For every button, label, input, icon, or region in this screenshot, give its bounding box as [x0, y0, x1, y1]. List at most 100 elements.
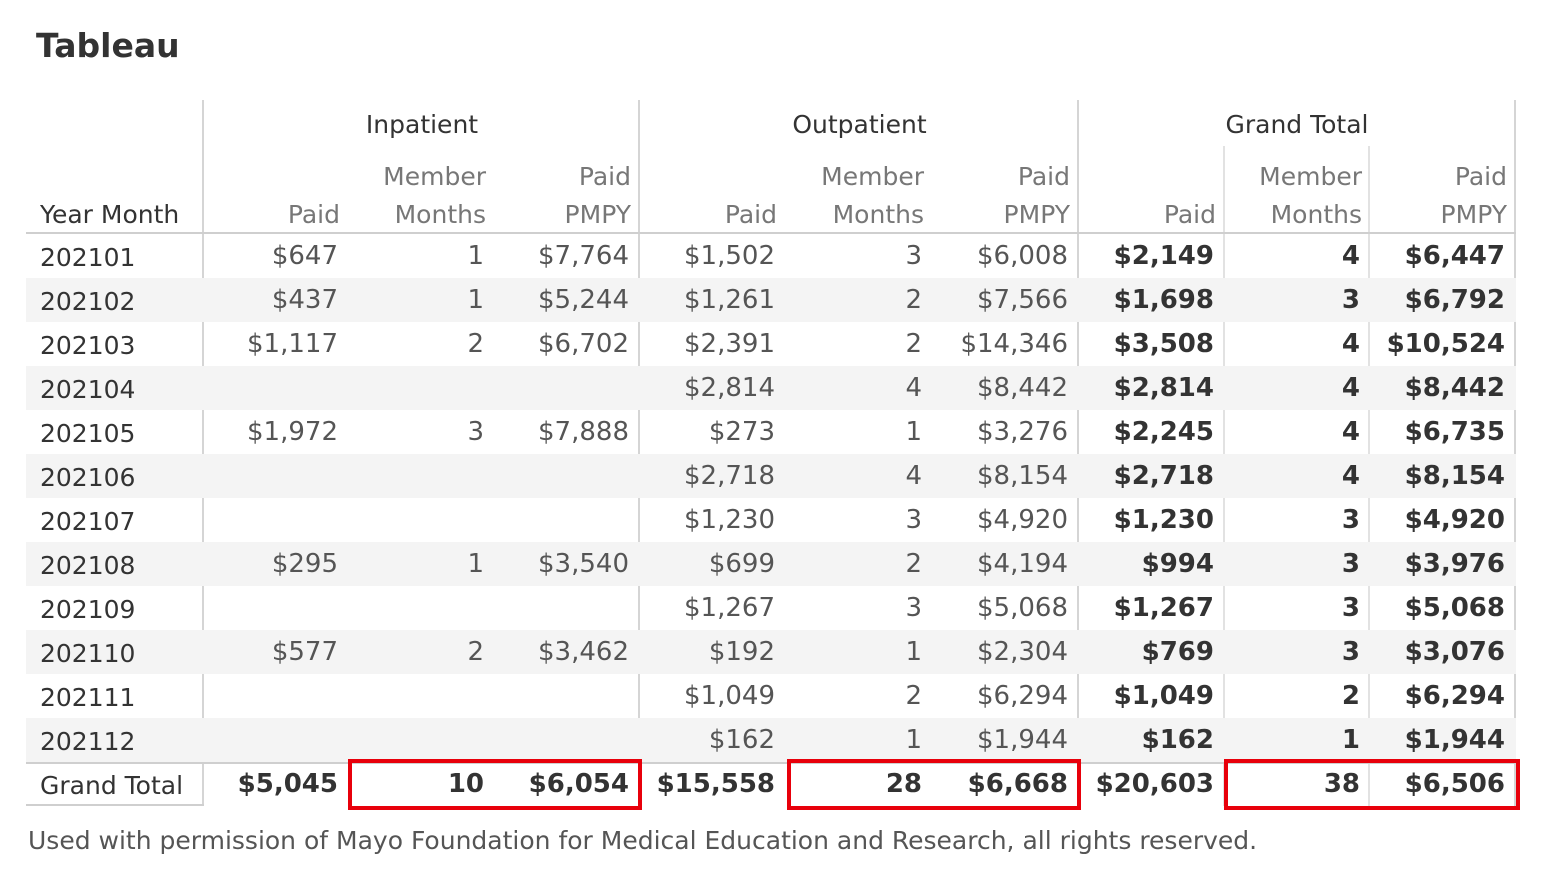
grand-total-paid-pmpy-cell: $6,447 — [1404, 241, 1505, 271]
divider-inpatient — [638, 100, 640, 806]
outpatient-paid-pmpy-cell: $6,008 — [977, 241, 1068, 271]
table-row: 202107 $1,230 3 $4,920 $1,230 3 $4,920 — [26, 498, 1516, 542]
grand-total-paid-pmpy-cell: $3,976 — [1404, 549, 1505, 579]
table-row: 202101 $647 1 $7,764 $1,502 3 $6,008 $2,149 4 $6,… — [26, 234, 1516, 278]
table-row: 202105 $1,972 3 $7,888 $273 1 $3,276 $2,245 4 $6,… — [26, 410, 1516, 454]
inpatient-member-months-cell — [344, 674, 484, 718]
grand-total-paid-header-line2: Paid — [1163, 200, 1216, 229]
inpatient-paid-pmpy-cell: $6,702 — [538, 329, 629, 359]
inpatient-paid-pmpy-cell: $3,540 — [538, 549, 629, 579]
outpatient-member-months-cell: 2 — [905, 549, 922, 579]
grand-total-member-months-cell: 4 — [1341, 373, 1360, 403]
outpatient-member-months-cell: 3 — [905, 505, 922, 535]
footer-credit: Used with permission of Mayo Foundation … — [28, 826, 1258, 855]
grand-total-paid-cell: $2,814 — [1113, 373, 1214, 403]
outpatient-paid-pmpy-cell: $5,068 — [977, 593, 1068, 623]
inpatient-paid-cell: $1,972 — [247, 417, 338, 447]
inpatient-paid-pmpy-cell: $7,764 — [538, 241, 629, 271]
outpatient-member-months-cell: 4 — [905, 373, 922, 403]
inpatient-paid-cell — [198, 674, 338, 718]
outpatient-member-months-cell: 2 — [905, 329, 922, 359]
grand-total-member-months-header-line1: Member — [1259, 162, 1362, 191]
outpatient-paid-cell: $2,814 — [684, 373, 775, 403]
inpatient-paid-cell — [198, 454, 338, 498]
inpatient-member-months-cell — [344, 366, 484, 410]
grand-total-member-months-cell: 3 — [1341, 505, 1360, 535]
divider-outpatient — [1077, 100, 1079, 806]
bottom-divider — [26, 804, 204, 806]
inpatient-paid-pmpy-cell — [489, 366, 629, 410]
grand-total-paid-cell: $1,267 — [1113, 593, 1214, 623]
grand-total-label: Grand Total — [40, 771, 184, 800]
table-row: 202102 $437 1 $5,244 $1,261 2 $7,566 $1,698 3 $6,… — [26, 278, 1516, 322]
outpatient-paid-cell: $192 — [708, 637, 775, 667]
inpatient-member-months-header-line2: Months — [394, 200, 486, 229]
inpatient-paid-cell: $295 — [271, 549, 338, 579]
grand-total-paid-cell: $162 — [1141, 725, 1214, 755]
divider-grand-total — [1514, 100, 1516, 806]
table-row: 202104 $2,814 4 $8,442 $2,814 4 $8,442 — [26, 366, 1516, 410]
grand-total-paid-cell: $20,603 — [1095, 769, 1214, 799]
header-divider — [26, 232, 1516, 234]
inpatient-paid-pmpy-cell: $7,888 — [538, 417, 629, 447]
outpatient-member-months-cell: 1 — [905, 637, 922, 667]
table-row: 202111 $1,049 2 $6,294 $1,049 2 $6,294 — [26, 674, 1516, 718]
outpatient-paid-cell: $162 — [708, 725, 775, 755]
group-header-outpatient: Outpatient — [792, 110, 927, 139]
outpatient-paid-pmpy-cell: $4,920 — [977, 505, 1068, 535]
grand-total-paid-pmpy-cell: $8,442 — [1404, 373, 1505, 403]
year-month-cell: 202112 — [40, 727, 136, 756]
inpatient-paid-cell: $647 — [271, 241, 338, 271]
year-month-cell: 202109 — [40, 595, 136, 624]
highlight-box-inpatient — [348, 759, 642, 810]
year-month-cell: 202110 — [40, 639, 136, 668]
outpatient-paid-cell: $1,261 — [684, 285, 775, 315]
grand-total-paid-pmpy-cell: $6,792 — [1404, 285, 1505, 315]
grand-total-paid-pmpy-cell: $6,735 — [1404, 417, 1505, 447]
outpatient-member-months-header-line2: Months — [832, 200, 924, 229]
row-header-year-month: Year Month — [40, 200, 180, 229]
year-month-cell: 202111 — [40, 683, 136, 712]
year-month-cell: 202108 — [40, 551, 136, 580]
grand-total-member-months-cell: 1 — [1341, 725, 1360, 755]
grand-total-paid-pmpy-cell: $10,524 — [1386, 329, 1505, 359]
inpatient-paid-cell — [198, 498, 338, 542]
grand-total-paid-pmpy-cell: $6,506 — [1404, 769, 1505, 799]
inpatient-member-months-cell: 10 — [447, 769, 484, 799]
inpatient-member-months-cell — [344, 498, 484, 542]
grand-total-row: Grand Total $5,045 10 $6,054 $15,558 28 $6,668… — [26, 762, 1516, 806]
outpatient-paid-cell: $2,718 — [684, 461, 775, 491]
grand-total-paid-cell: $2,149 — [1113, 241, 1214, 271]
highlight-box-outpatient — [787, 759, 1081, 810]
grand-total-paid-pmpy-cell: $4,920 — [1404, 505, 1505, 535]
inpatient-paid-cell — [198, 586, 338, 630]
table-row: 202108 $295 1 $3,540 $699 2 $4,194 $994 3 $3,976 — [26, 542, 1516, 586]
inpatient-paid-pmpy-cell — [489, 586, 629, 630]
table-row: 202109 $1,267 3 $5,068 $1,267 3 $5,068 — [26, 586, 1516, 630]
outpatient-paid-pmpy-cell: $2,304 — [977, 637, 1068, 667]
inpatient-paid-pmpy-cell — [489, 718, 629, 762]
grand-total-paid-cell: $2,718 — [1113, 461, 1214, 491]
outpatient-member-months-cell: 4 — [905, 461, 922, 491]
outpatient-paid-pmpy-cell: $8,154 — [977, 461, 1068, 491]
grand-total-paid-pmpy-cell: $3,076 — [1404, 637, 1505, 667]
grand-total-paid-cell: $994 — [1141, 549, 1214, 579]
year-month-cell: 202104 — [40, 375, 136, 404]
grand-total-member-months-header-line2: Months — [1270, 200, 1362, 229]
outpatient-paid-cell: $1,049 — [684, 681, 775, 711]
outpatient-paid-pmpy-cell: $4,194 — [977, 549, 1068, 579]
inpatient-member-months-cell: 2 — [467, 329, 484, 359]
grand-total-paid-pmpy-cell: $5,068 — [1404, 593, 1505, 623]
inpatient-member-months-cell: 1 — [467, 241, 484, 271]
inpatient-paid-header-line2: Paid — [287, 200, 340, 229]
table-row: 202110 $577 2 $3,462 $192 1 $2,304 $769 3 $3,076 — [26, 630, 1516, 674]
grand-total-member-months-cell: 38 — [1323, 769, 1360, 799]
inpatient-member-months-cell — [344, 454, 484, 498]
grand-total-paid-pmpy-cell: $1,944 — [1404, 725, 1505, 755]
page-title: Tableau — [36, 26, 180, 65]
highlight-box-grand-total — [1224, 759, 1520, 810]
inpatient-paid-cell: $1,117 — [247, 329, 338, 359]
inpatient-paid-pmpy-cell — [489, 498, 629, 542]
inpatient-member-months-cell: 3 — [467, 417, 484, 447]
inpatient-paid-pmpy-cell — [489, 454, 629, 498]
